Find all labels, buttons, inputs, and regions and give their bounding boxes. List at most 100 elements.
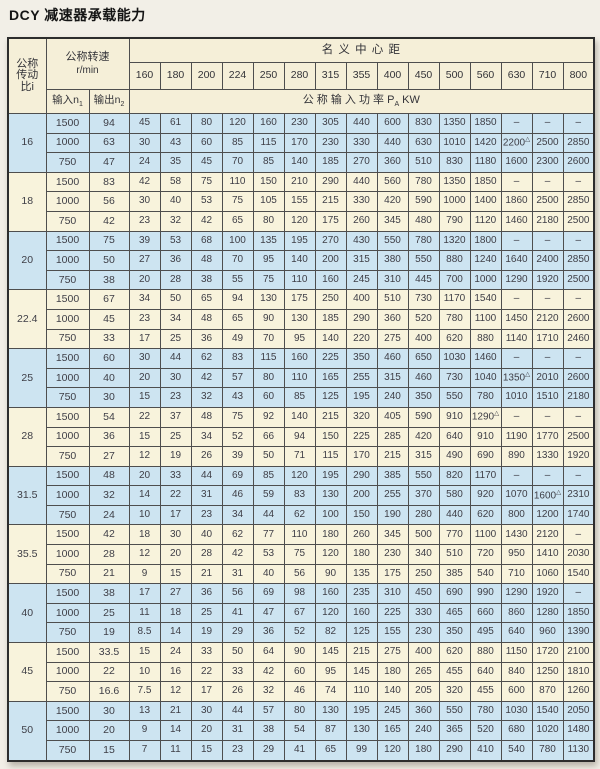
center-distance-row: 160 180 200 224 250 280 315 355 400 450 500 560 630 7… — [8, 62, 595, 90]
input-speed-cell: 1500 — [45, 113, 90, 134]
ratio-header-line: 比i — [20, 80, 34, 93]
table-row: 28 1500 54 22 37 48 75 92 140 215 320 405 590 910 1290… — [7, 406, 595, 467]
power-cell: 365 — [438, 720, 471, 741]
power-cell: 145 — [314, 642, 347, 663]
power-cell: 780 — [438, 308, 471, 330]
power-cell: 83 — [221, 348, 254, 369]
power-cell: 770 — [438, 524, 471, 546]
power-cell: 1540 — [531, 700, 564, 722]
power-cell: 11 — [159, 739, 192, 762]
power-cell: 10 — [128, 504, 161, 526]
power-cell: 1710 — [531, 328, 564, 350]
power-cell: 110 — [221, 171, 254, 193]
power-cell: 125 — [345, 622, 378, 644]
power-cell: 85 — [221, 132, 254, 154]
power-cell: 1180 — [469, 152, 502, 173]
power-cell: 110 — [283, 367, 316, 389]
input-speed-cell: 1500 — [45, 171, 90, 193]
power-cell: 360 — [407, 700, 440, 722]
input-speed-cell: 750 — [45, 504, 90, 526]
power-cell: 30 — [128, 132, 161, 154]
power-cell: 34 — [159, 308, 192, 330]
power-cell: 120 — [283, 465, 316, 487]
power-cell: 1510 — [531, 387, 564, 408]
power-cell: 50 — [252, 446, 285, 467]
power-cell: 130 — [345, 720, 378, 741]
power-cell: 80 — [252, 367, 285, 389]
power-cell: 580 — [438, 485, 471, 506]
output-speed-cell: 19 — [88, 622, 130, 644]
power-cell: 60 — [190, 132, 223, 154]
power-cell: 9 — [128, 720, 161, 741]
power-cell: 2500 — [531, 191, 564, 212]
power-cell: 1290 — [500, 583, 533, 604]
power-cell: 17 — [128, 583, 161, 604]
power-cell: 170 — [345, 446, 378, 467]
power-cell: 43 — [159, 132, 192, 154]
power-cell: 82 — [314, 622, 347, 644]
power-cell: 30 — [159, 367, 192, 389]
power-cell: 42 — [190, 367, 223, 389]
output-speed-cell: 24 — [88, 504, 130, 526]
power-cell: 1460 — [500, 210, 533, 232]
power-cell: 225 — [314, 348, 347, 369]
output-speed-cell: 33.5 — [88, 642, 130, 663]
power-cell: 1030 — [500, 700, 533, 722]
power-cell: 160 — [252, 113, 285, 134]
power-cell: 60 — [283, 661, 316, 683]
power-cell: 61 — [159, 113, 192, 134]
power-cell: 450 — [407, 583, 440, 604]
power-cell: 160 — [314, 583, 347, 604]
power-cell: 95 — [252, 250, 285, 271]
power-cell: 305 — [314, 113, 347, 134]
power-cell: 50 — [221, 642, 254, 663]
ratio-cell: 40 — [7, 583, 47, 644]
power-cell: 94 — [283, 426, 316, 448]
power-cell: 7 — [128, 739, 161, 762]
power-cell: 33 — [190, 642, 223, 663]
power-cell: 71 — [283, 446, 316, 467]
power-cell: 29 — [221, 622, 254, 644]
power-cell: 1150 — [500, 642, 533, 663]
input-speed-cell: 1000 — [45, 132, 90, 154]
input-subscript: 1 — [78, 100, 83, 108]
power-cell: 1010 — [438, 132, 471, 154]
ratio-cell: 28 — [7, 406, 47, 467]
table-row: 750 33 17 25 36 49 70 95 140 220 275 400 620 880 1140 1… — [8, 328, 595, 350]
output-speed-cell: 25 — [88, 602, 130, 624]
power-cell: 1350△ — [500, 367, 533, 389]
power-label: 公 称 输 入 功 率 P — [302, 93, 395, 106]
table-row: 1000 45 23 34 48 65 90 130 185 290 360 520 780 1100 14… — [8, 308, 595, 330]
table-row: 35.5 1500 42 18 30 40 62 77 110 180 260 345 500 770 11… — [7, 524, 595, 585]
power-cell: 110 — [283, 269, 316, 291]
power-cell: 2500 — [562, 426, 595, 448]
power-cell: 780 — [531, 739, 564, 762]
power-cell: 345 — [376, 524, 409, 546]
power-cell: 53 — [252, 544, 285, 565]
center-distance-value: 450 — [407, 62, 440, 90]
power-cell: 265 — [407, 661, 440, 683]
power-cell: 730 — [407, 289, 440, 310]
power-cell: 1320 — [438, 230, 471, 252]
power-cell: 20 — [190, 720, 223, 741]
output-speed-cell: 75 — [88, 230, 130, 252]
power-cell: 400 — [407, 642, 440, 663]
power-cell: 320 — [345, 406, 378, 428]
power-cell: 125 — [314, 387, 347, 408]
power-cell: 33 — [221, 661, 254, 683]
power-cell: 205 — [407, 681, 440, 702]
power-cell: 65 — [190, 289, 223, 310]
power-cell: 36 — [159, 250, 192, 271]
header-row-1: 公称 传动 比i 公称转速 r/min 名 义 中 心 距 — [7, 37, 595, 114]
power-cell: – — [562, 465, 595, 487]
power-cell: 330 — [407, 602, 440, 624]
power-cell: 630 — [407, 132, 440, 154]
power-cell: 465 — [438, 602, 471, 624]
output-speed-cell: 54 — [88, 406, 130, 428]
table-row: 25 1500 60 30 44 62 83 115 160 225 350 460 650 1030 14… — [7, 348, 595, 408]
power-cell: 2300 — [531, 152, 564, 173]
power-cell: 130 — [252, 289, 285, 310]
power-cell: 380 — [376, 250, 409, 271]
power-cell: 960 — [531, 622, 564, 644]
power-cell: 440 — [376, 132, 409, 154]
